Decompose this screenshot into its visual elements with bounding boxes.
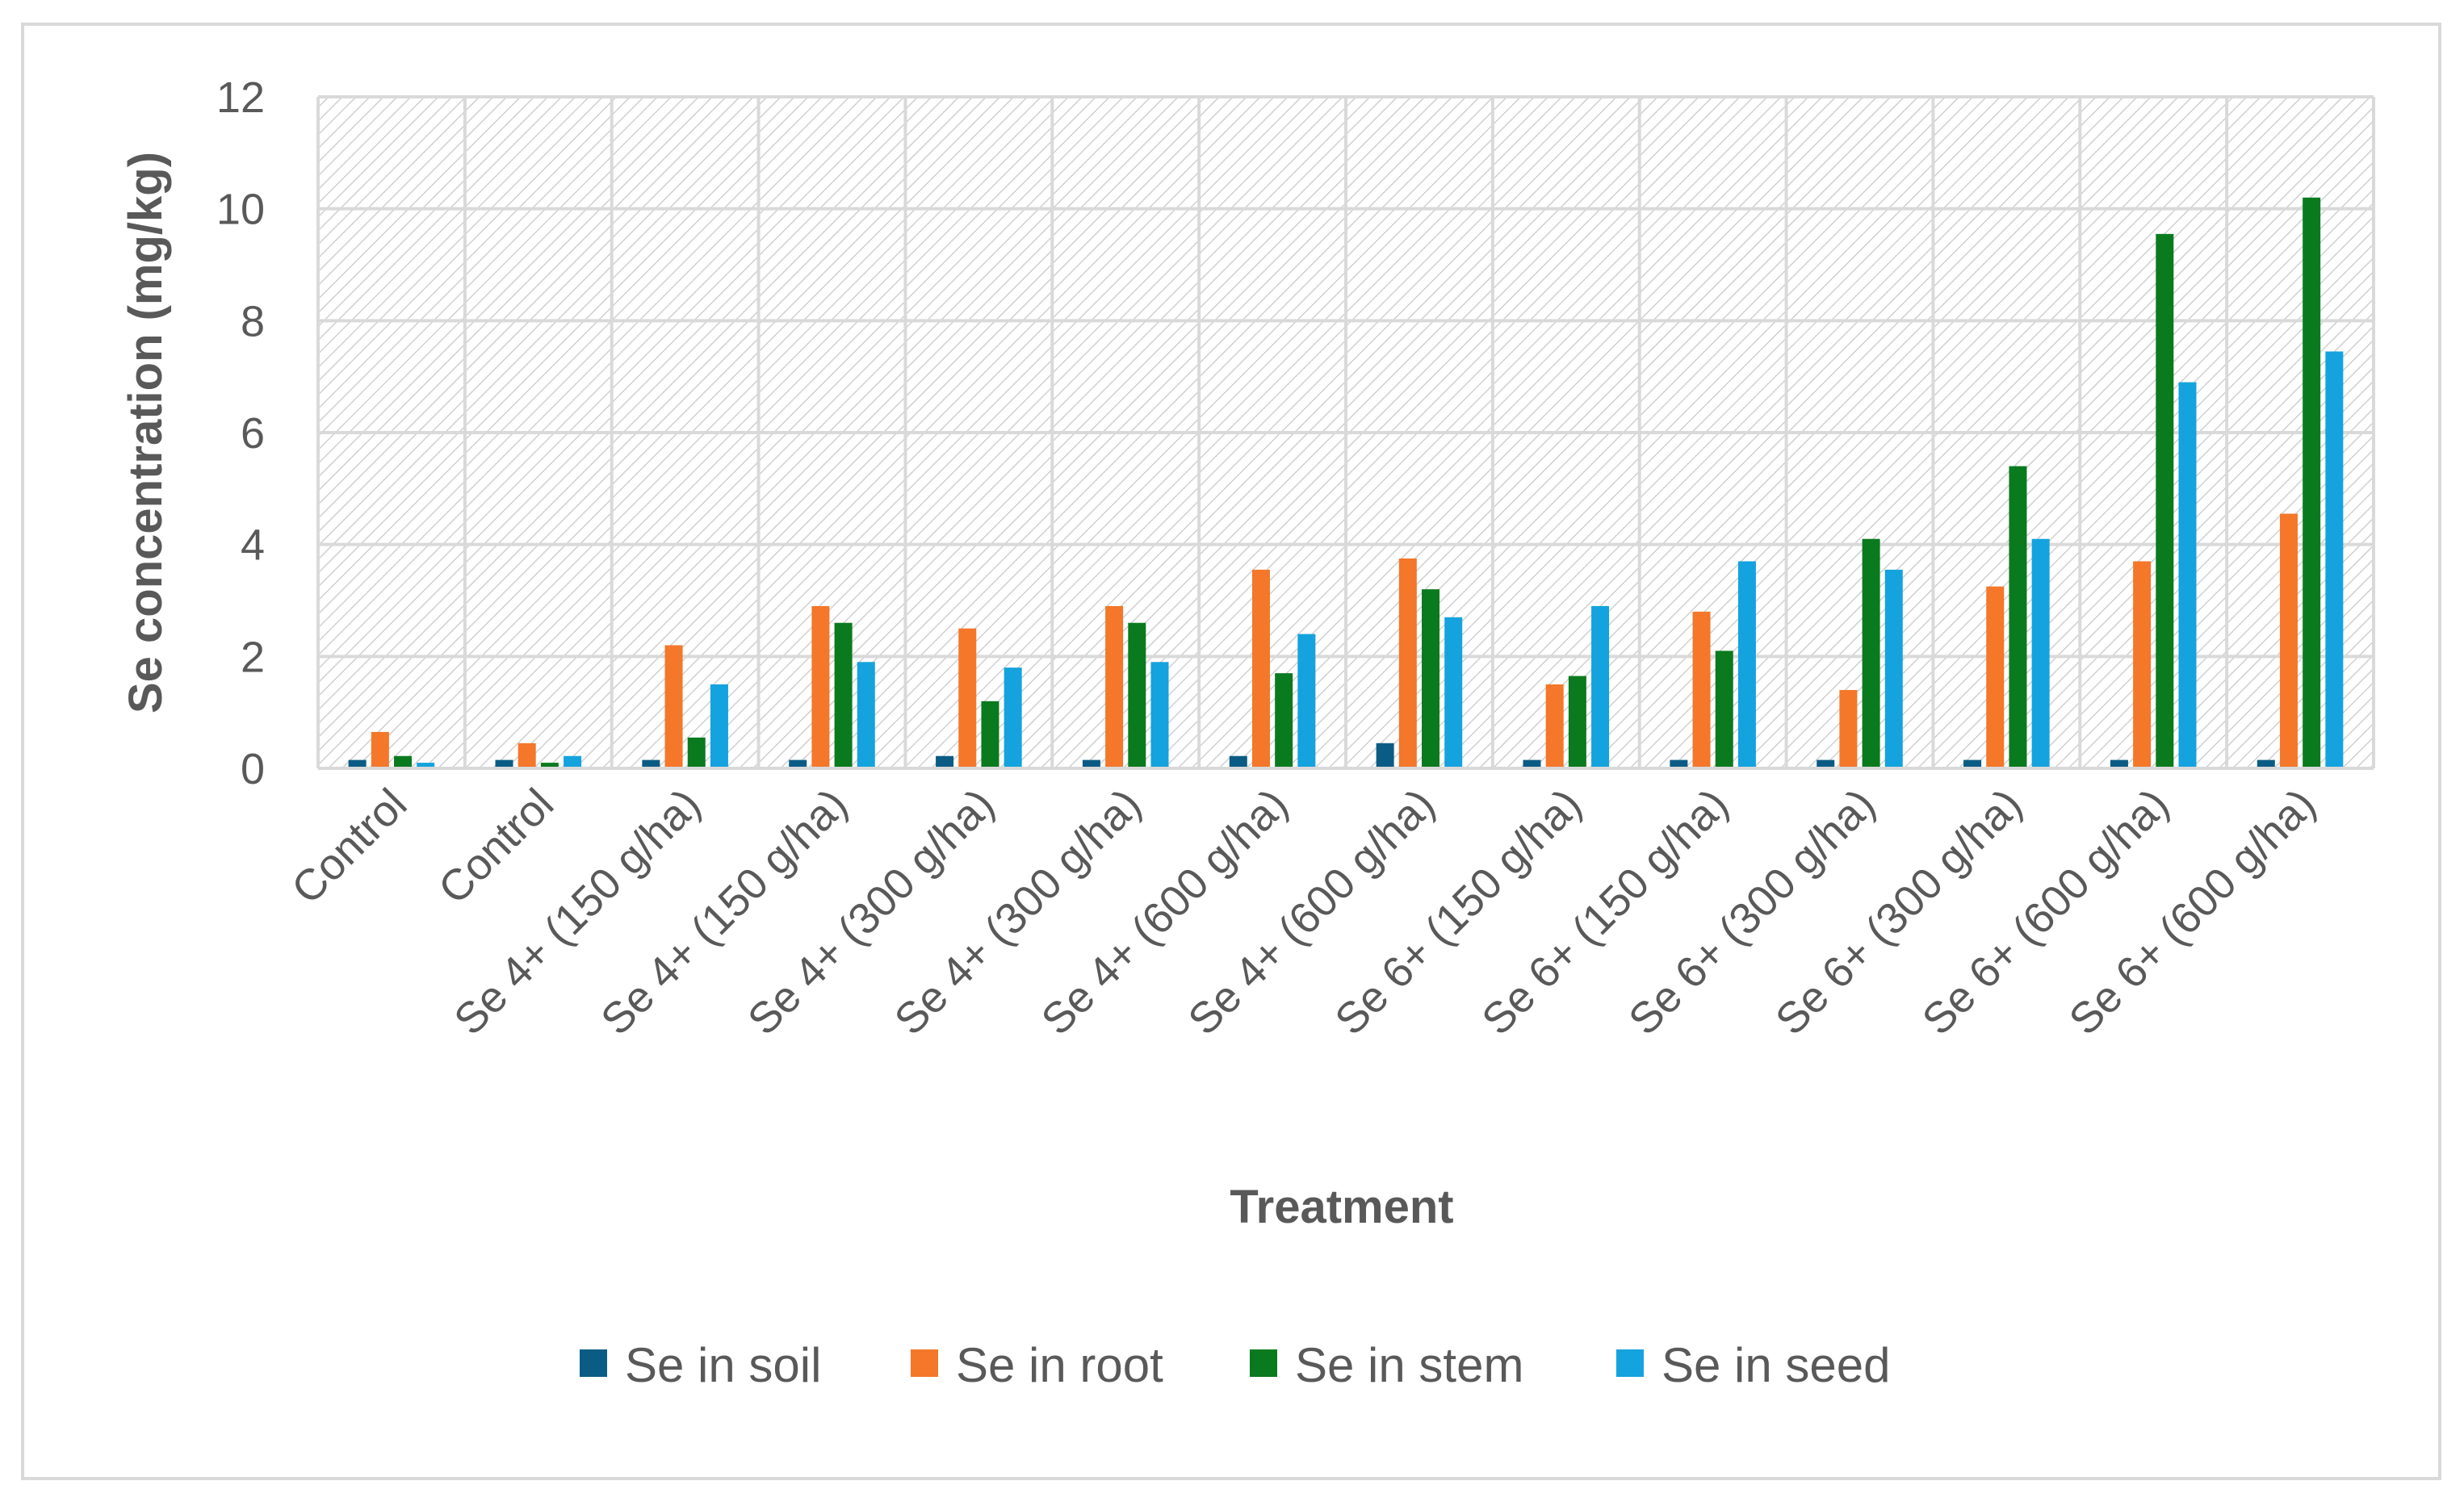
bars [348, 197, 2344, 769]
legend-swatch-se-in-root [911, 1349, 938, 1377]
x-tick-label: Se 4+ (300 g/ha) [886, 780, 1150, 1044]
x-tick-label: Se 6+ (600 g/ha) [1913, 780, 2178, 1044]
bar-se-in-seed [1444, 617, 1463, 768]
y-tick-label: 12 [216, 73, 265, 122]
bar-se-in-root [1986, 586, 2005, 768]
gridlines [316, 95, 2375, 768]
bar-se-in-stem [394, 755, 413, 768]
bar-se-in-root [371, 731, 389, 768]
x-tick-label: Se 4+ (150 g/ha) [445, 780, 710, 1044]
bar-se-in-seed [2031, 538, 2050, 768]
bar-se-in-root [1105, 605, 1124, 768]
bar-se-in-soil [789, 759, 807, 768]
bar-se-in-root [1839, 689, 1858, 768]
bar-se-in-soil [1523, 759, 1541, 768]
bar-se-in-stem [1715, 651, 1733, 768]
legend: Se in soil Se in root Se in stem Se in seed [580, 1338, 1891, 1392]
legend-label-se-in-seed: Se in seed [1662, 1338, 1891, 1392]
y-axis-title: Se concentration (mg/kg) [119, 152, 172, 713]
bar-se-in-soil [936, 755, 954, 768]
bar-se-in-seed [1884, 569, 1903, 768]
y-tick-label: 8 [241, 297, 265, 345]
legend-swatch-se-in-seed [1616, 1349, 1644, 1377]
bar-se-in-root [958, 628, 977, 768]
bar-se-in-stem [1128, 622, 1146, 768]
bar-se-in-seed [417, 763, 435, 768]
bar-se-in-root [1251, 569, 1270, 768]
bar-se-in-stem [2009, 466, 2027, 768]
x-tick-label: Se 6+ (300 g/ha) [1620, 780, 1884, 1044]
bar-se-in-root [518, 743, 536, 768]
bar-se-in-soil [1376, 743, 1394, 768]
legend-label-se-in-root: Se in root [956, 1338, 1163, 1392]
bar-se-in-stem [2303, 197, 2321, 769]
legend-swatch-se-in-soil [580, 1349, 607, 1377]
legend-swatch-se-in-stem [1250, 1349, 1277, 1377]
bar-se-in-root [1545, 684, 1564, 768]
x-tick-label: Se 6+ (600 g/ha) [2060, 780, 2325, 1044]
bar-se-in-soil [495, 759, 513, 768]
bar-se-in-seed [1004, 667, 1022, 768]
bar-se-in-seed [2178, 382, 2197, 768]
x-tick-label: Se 4+ (150 g/ha) [592, 780, 857, 1044]
bar-se-in-soil [1963, 759, 1982, 768]
y-tick-label: 10 [216, 186, 265, 234]
bar-se-in-stem [981, 701, 999, 768]
bar-se-in-soil [642, 759, 660, 768]
bar-se-in-stem [1275, 673, 1293, 768]
bar-se-in-seed [710, 684, 728, 768]
bar-se-in-seed [1297, 634, 1316, 768]
bar-se-in-seed [1591, 605, 1610, 768]
y-tick-label: 0 [241, 745, 265, 793]
x-tick-label: Control [430, 780, 564, 914]
bar-se-in-stem [1568, 676, 1586, 768]
bar-se-in-stem [1862, 538, 1880, 768]
y-tick-label: 2 [241, 633, 265, 681]
legend-label-se-in-soil: Se in soil [625, 1338, 821, 1392]
bar-se-in-soil [1229, 755, 1247, 768]
x-tick-label: Se 6+ (150 g/ha) [1473, 780, 1737, 1044]
x-tick-label: Se 4+ (300 g/ha) [739, 780, 1004, 1044]
bar-se-in-seed [857, 662, 875, 768]
bar-se-in-seed [1737, 561, 1756, 768]
bar-se-in-soil [1082, 759, 1100, 768]
bar-se-in-stem [2156, 233, 2174, 768]
bar-se-in-root [664, 645, 683, 768]
bar-se-in-root [811, 605, 830, 768]
bar-se-in-seed [564, 755, 582, 768]
bar-se-in-stem [1422, 589, 1440, 768]
x-tick-label: Se 6+ (150 g/ha) [1326, 780, 1590, 1044]
y-tick-label: 6 [241, 409, 265, 458]
bar-se-in-root [1692, 611, 1711, 768]
bar-se-in-soil [2110, 759, 2128, 768]
bar-se-in-soil [1670, 759, 1688, 768]
y-axis-ticks: 0 2 4 6 8 10 12 [216, 73, 265, 793]
x-tick-label: Se 6+ (300 g/ha) [1766, 780, 2031, 1044]
x-tick-label: Control [283, 780, 417, 914]
bar-se-in-stem [834, 622, 853, 768]
x-tick-label: Se 4+ (600 g/ha) [1033, 780, 1297, 1044]
bar-se-in-stem [540, 763, 559, 768]
bar-se-in-root [1398, 558, 1417, 768]
bar-se-in-seed [2325, 351, 2344, 768]
bar-se-in-root [2279, 513, 2298, 768]
bar-se-in-seed [1150, 662, 1169, 768]
y-tick-label: 4 [241, 521, 265, 570]
x-tick-label: Se 4+ (600 g/ha) [1179, 780, 1444, 1044]
bar-se-in-root [2133, 561, 2152, 768]
bar-se-in-stem [687, 737, 706, 768]
legend-label-se-in-stem: Se in stem [1295, 1338, 1523, 1392]
bar-se-in-soil [348, 759, 367, 768]
x-axis-title: Treatment [1230, 1181, 1453, 1233]
bar-se-in-soil [2257, 759, 2275, 768]
bar-se-in-soil [1817, 759, 1835, 768]
